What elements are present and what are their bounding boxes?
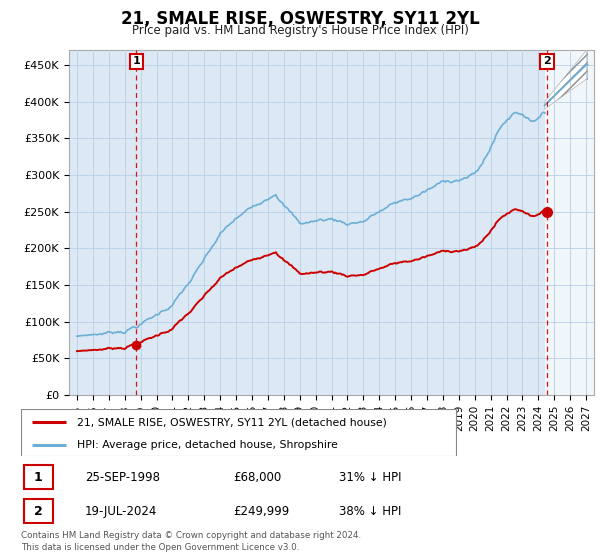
Text: 1: 1 (133, 57, 140, 67)
Text: HPI: Average price, detached house, Shropshire: HPI: Average price, detached house, Shro… (77, 440, 338, 450)
FancyBboxPatch shape (24, 465, 53, 489)
Text: 2: 2 (543, 57, 551, 67)
Text: 31% ↓ HPI: 31% ↓ HPI (339, 472, 401, 484)
Bar (21, 409, 456, 456)
Text: Contains HM Land Registry data © Crown copyright and database right 2024.
This d: Contains HM Land Registry data © Crown c… (21, 531, 361, 552)
Text: Price paid vs. HM Land Registry's House Price Index (HPI): Price paid vs. HM Land Registry's House … (131, 24, 469, 36)
Bar (545, 50, 594, 395)
Text: 21, SMALE RISE, OSWESTRY, SY11 2YL: 21, SMALE RISE, OSWESTRY, SY11 2YL (121, 10, 479, 28)
FancyBboxPatch shape (24, 499, 53, 523)
Text: £68,000: £68,000 (233, 472, 281, 484)
Text: 38% ↓ HPI: 38% ↓ HPI (339, 505, 401, 518)
Text: 25-SEP-1998: 25-SEP-1998 (85, 472, 160, 484)
Text: £249,999: £249,999 (233, 505, 289, 518)
Text: 19-JUL-2024: 19-JUL-2024 (85, 505, 158, 518)
Text: 21, SMALE RISE, OSWESTRY, SY11 2YL (detached house): 21, SMALE RISE, OSWESTRY, SY11 2YL (deta… (77, 417, 386, 427)
Text: 1: 1 (34, 472, 43, 484)
Text: 2: 2 (34, 505, 43, 518)
